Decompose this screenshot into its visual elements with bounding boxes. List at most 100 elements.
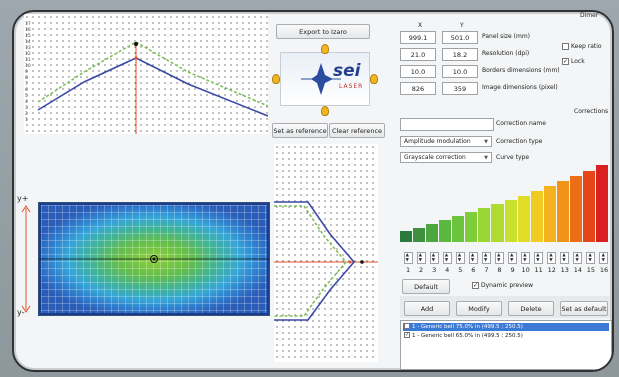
stepper-down-icon[interactable]: ▼ bbox=[523, 258, 527, 263]
stepper-up-icon[interactable]: ▲ bbox=[549, 253, 553, 258]
dimension-x-input[interactable]: 999.1 bbox=[400, 31, 436, 44]
dimension-y-input[interactable]: 501.0 bbox=[442, 31, 478, 44]
correction-bar[interactable] bbox=[452, 215, 465, 242]
stepper-up-icon[interactable]: ▲ bbox=[457, 253, 462, 258]
stepper-down-icon[interactable]: ▼ bbox=[496, 258, 501, 263]
stepper-down-icon[interactable]: ▼ bbox=[536, 258, 540, 263]
correction-bar[interactable] bbox=[595, 165, 608, 242]
bar-value-stepper[interactable]: ▲ ▼ bbox=[416, 252, 426, 264]
correction-bar[interactable] bbox=[569, 176, 582, 242]
stepper-down-icon[interactable]: ▼ bbox=[470, 258, 475, 263]
bar-value-stepper[interactable]: ▲ ▼ bbox=[468, 252, 478, 264]
logo-handle-top-icon[interactable] bbox=[321, 44, 329, 54]
stepper-up-icon[interactable]: ▲ bbox=[405, 253, 409, 258]
y-axis-arrow-icon bbox=[21, 205, 31, 313]
correction-bar[interactable] bbox=[426, 223, 439, 242]
bar-value-stepper[interactable]: ▲ ▼ bbox=[481, 252, 491, 264]
dimension-y-input[interactable]: 10.0 bbox=[442, 65, 478, 78]
add-button[interactable]: Add bbox=[404, 301, 450, 316]
stepper-up-icon[interactable]: ▲ bbox=[575, 253, 579, 258]
correction-bar[interactable] bbox=[543, 186, 556, 242]
corrections-list[interactable]: 1 - Generic bell 75.0% in (499.5 ; 250.5… bbox=[400, 320, 612, 370]
delete-button[interactable]: Delete bbox=[508, 301, 554, 316]
dimension-y-input[interactable]: 359 bbox=[442, 82, 478, 95]
correction-bar[interactable] bbox=[478, 207, 491, 242]
stepper-down-icon[interactable]: ▼ bbox=[588, 258, 592, 263]
clear-reference-button[interactable]: Clear reference bbox=[329, 123, 385, 138]
keep-ratio-checkbox[interactable] bbox=[562, 43, 569, 50]
logo-handle-right-icon[interactable] bbox=[370, 74, 378, 84]
bar-value-stepper[interactable]: ▲ ▼ bbox=[573, 252, 583, 264]
stepper-up-icon[interactable]: ▲ bbox=[510, 253, 514, 258]
correction-bar[interactable] bbox=[517, 195, 530, 242]
bar-value-stepper[interactable]: ▲ ▼ bbox=[494, 252, 504, 264]
dimension-x-input[interactable]: 10.0 bbox=[400, 65, 436, 78]
stepper-down-icon[interactable]: ▼ bbox=[549, 258, 553, 263]
bar-value-stepper[interactable]: ▲ ▼ bbox=[586, 252, 596, 264]
bar-value-stepper[interactable]: ▲ ▼ bbox=[599, 252, 609, 264]
bar-value-stepper[interactable]: ▲ ▼ bbox=[521, 252, 531, 264]
dimension-y-input[interactable]: 18.2 bbox=[442, 48, 478, 61]
correction-list-item[interactable]: ✓ 1 - Generic bell 65.0% in (499.5 ; 250… bbox=[403, 332, 609, 340]
correction-type-select[interactable]: Amplitude modulation ▼ bbox=[400, 136, 492, 147]
correction-name-input[interactable] bbox=[400, 118, 494, 131]
profile-tick-label: 8 bbox=[25, 76, 28, 81]
app-window: 17 16 15 14 13 12 11 10 9 8 7 6 5 4 3 2 1 Export to Izar… bbox=[12, 10, 614, 372]
correction-bar[interactable] bbox=[556, 181, 569, 242]
curve-type-select[interactable]: Grayscale correction ▼ bbox=[400, 152, 492, 163]
dimension-x-input[interactable]: 826 bbox=[400, 82, 436, 95]
bar-index-label: 1 bbox=[405, 266, 411, 274]
stepper-down-icon[interactable]: ▼ bbox=[457, 258, 462, 263]
stepper-down-icon[interactable]: ▼ bbox=[405, 258, 409, 263]
correction-bar[interactable] bbox=[504, 199, 517, 242]
stepper-up-icon[interactable]: ▲ bbox=[523, 253, 527, 258]
dynamic-preview-checkbox[interactable]: ✓ bbox=[472, 282, 479, 289]
bar-value-stepper[interactable]: ▲ ▼ bbox=[429, 252, 439, 264]
stepper-down-icon[interactable]: ▼ bbox=[601, 258, 605, 263]
bar-value-stepper[interactable]: ▲ ▼ bbox=[403, 252, 413, 264]
modify-button[interactable]: Modify bbox=[456, 301, 502, 316]
bar-value-stepper[interactable]: ▲ ▼ bbox=[560, 252, 570, 264]
correction-bar[interactable] bbox=[400, 230, 413, 242]
bar-value-stepper[interactable]: ▲ ▼ bbox=[508, 252, 518, 264]
correction-bar[interactable] bbox=[439, 219, 452, 242]
lock-checkbox[interactable]: ✓ bbox=[562, 58, 569, 65]
stepper-up-icon[interactable]: ▲ bbox=[536, 253, 540, 258]
bar-value-stepper[interactable]: ▲ ▼ bbox=[442, 252, 452, 264]
stepper-down-icon[interactable]: ▼ bbox=[418, 258, 423, 263]
correction-bar[interactable] bbox=[530, 190, 543, 242]
export-to-izaro-button[interactable]: Export to Izaro bbox=[276, 24, 370, 39]
stepper-down-icon[interactable]: ▼ bbox=[431, 258, 436, 263]
stepper-down-icon[interactable]: ▼ bbox=[444, 258, 449, 263]
bar-value-stepper[interactable]: ▲ ▼ bbox=[455, 252, 465, 264]
correction-bar[interactable] bbox=[465, 211, 478, 242]
correction-item-checkbox[interactable] bbox=[404, 323, 410, 329]
stepper-up-icon[interactable]: ▲ bbox=[562, 253, 566, 258]
stepper-down-icon[interactable]: ▼ bbox=[483, 258, 488, 263]
correction-bar[interactable] bbox=[491, 203, 504, 242]
stepper-up-icon[interactable]: ▲ bbox=[444, 253, 449, 258]
correction-list-item[interactable]: 1 - Generic bell 75.0% in (499.5 ; 250.5… bbox=[403, 323, 609, 331]
set-as-reference-button[interactable]: Set as reference bbox=[272, 123, 328, 138]
dimension-x-input[interactable]: 21.0 bbox=[400, 48, 436, 61]
stepper-down-icon[interactable]: ▼ bbox=[575, 258, 579, 263]
logo-handle-left-icon[interactable] bbox=[272, 74, 280, 84]
correction-bar[interactable] bbox=[582, 170, 595, 242]
bar-value-stepper[interactable]: ▲ ▼ bbox=[534, 252, 544, 264]
set-as-default-button[interactable]: Set as default bbox=[560, 301, 608, 316]
stepper-up-icon[interactable]: ▲ bbox=[588, 253, 592, 258]
logo-handle-bottom-icon[interactable] bbox=[321, 106, 329, 116]
stepper-up-icon[interactable]: ▲ bbox=[431, 253, 436, 258]
bar-value-stepper[interactable]: ▲ ▼ bbox=[547, 252, 557, 264]
stepper-up-icon[interactable]: ▲ bbox=[418, 253, 423, 258]
stepper-up-icon[interactable]: ▲ bbox=[483, 253, 488, 258]
stepper-up-icon[interactable]: ▲ bbox=[496, 253, 501, 258]
stepper-down-icon[interactable]: ▼ bbox=[562, 258, 566, 263]
correction-item-checkbox[interactable]: ✓ bbox=[404, 332, 410, 338]
profile-tick-label: 2 bbox=[25, 112, 28, 117]
correction-bar[interactable] bbox=[413, 227, 426, 242]
stepper-up-icon[interactable]: ▲ bbox=[470, 253, 475, 258]
stepper-up-icon[interactable]: ▲ bbox=[601, 253, 605, 258]
default-button[interactable]: Default bbox=[402, 279, 450, 294]
stepper-down-icon[interactable]: ▼ bbox=[510, 258, 514, 263]
